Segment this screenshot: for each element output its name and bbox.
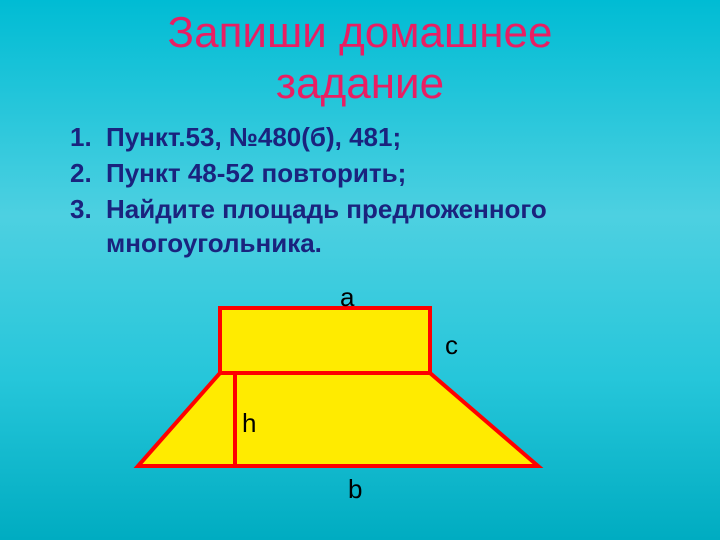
label-h: h [242,408,256,439]
list-item: 3. Найдите площадь предложенного многоуг… [70,193,680,261]
item-text: Найдите площадь предложенного многоуголь… [106,193,680,261]
title-line2: задание [276,59,444,108]
label-b: b [348,474,362,505]
item-text: Пункт 48-52 повторить; [106,157,680,191]
item-number: 1. [70,121,106,155]
label-a: a [340,282,354,313]
item-number: 3. [70,193,106,261]
item-text: Пункт.53, №480(б), 481; [106,121,680,155]
list-item: 2. Пункт 48-52 повторить; [70,157,680,191]
item-number: 2. [70,157,106,191]
homework-list: 1. Пункт.53, №480(б), 481; 2. Пункт 48-5… [0,121,720,260]
label-c: c [445,330,458,361]
slide-title: Запиши домашнее задание [0,0,720,109]
polygon-diagram: a c h b [130,296,590,526]
title-line1: Запиши домашнее [168,8,553,57]
list-item: 1. Пункт.53, №480(б), 481; [70,121,680,155]
